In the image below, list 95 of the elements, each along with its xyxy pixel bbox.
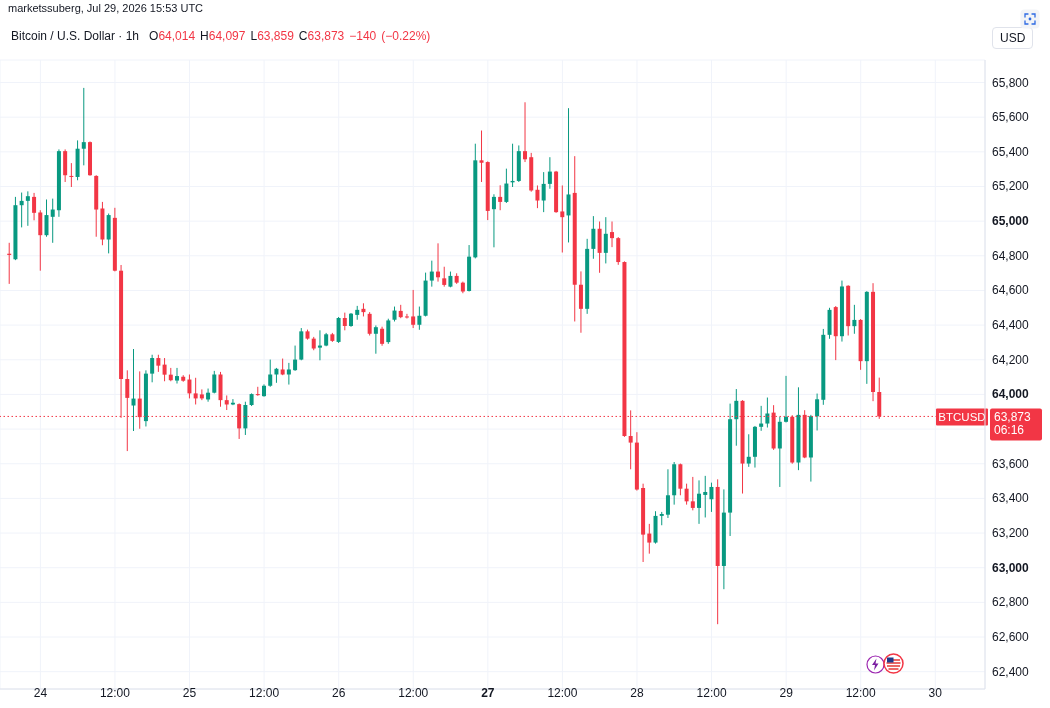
candlestick xyxy=(442,266,447,288)
candlestick xyxy=(50,198,55,244)
y-tick-label: 64,000 xyxy=(992,387,1030,402)
candlestick xyxy=(286,362,291,386)
chart-title: Bitcoin / U.S. Dollar · 1h xyxy=(11,29,140,43)
candlestick xyxy=(386,318,391,345)
candlestick xyxy=(547,156,552,190)
text: 63,873 xyxy=(994,409,1032,424)
candlestick xyxy=(268,359,273,388)
text: 06:16 xyxy=(994,422,1025,437)
y-tick-label: 62,800 xyxy=(992,595,1030,610)
candlestick xyxy=(243,401,248,436)
candlestick xyxy=(44,198,49,238)
y-tick-label: 63,200 xyxy=(992,526,1030,541)
ref-line-label: BTCUSD xyxy=(938,410,986,423)
candlestick xyxy=(684,483,689,506)
candlestick xyxy=(199,388,204,401)
candlestick xyxy=(541,171,546,213)
candlestick xyxy=(734,388,739,447)
x-tick-label: 26 xyxy=(332,686,346,700)
candlestick xyxy=(150,354,155,383)
candlestick xyxy=(317,329,322,361)
candlestick xyxy=(38,209,43,272)
candlestick xyxy=(603,216,608,264)
candlestick xyxy=(852,304,857,335)
candlestick xyxy=(709,482,714,513)
text: O64,014 H64,097 L63,859 C63,873 −140 (−0.22%) xyxy=(149,29,431,43)
candlestick xyxy=(746,433,751,468)
candlestick xyxy=(616,236,621,266)
candlestick xyxy=(193,377,198,405)
candlestick xyxy=(566,107,571,243)
candlestick xyxy=(491,193,496,248)
candlestick xyxy=(429,260,434,288)
candlestick xyxy=(380,326,385,347)
candlestick xyxy=(131,348,136,432)
y-tick-label: 62,600 xyxy=(992,630,1030,645)
x-tick-label: 27 xyxy=(481,686,495,700)
candlestick xyxy=(523,101,528,163)
x-tick-label: 12:00 xyxy=(398,686,429,700)
candlestick xyxy=(591,215,596,260)
candlestick xyxy=(759,405,764,432)
y-tick-label: 63,600 xyxy=(992,456,1030,471)
candlestick xyxy=(25,190,30,227)
candlestick xyxy=(815,393,820,431)
candlestick xyxy=(504,168,509,204)
x-tick-label: 12:00 xyxy=(99,686,131,700)
y-tick-label: 64,400 xyxy=(992,318,1030,333)
candlestick xyxy=(765,397,770,429)
candlestick xyxy=(479,130,484,183)
x-tick-label: 25 xyxy=(182,686,197,700)
x-tick-label: 12:00 xyxy=(249,686,280,700)
candlestick xyxy=(535,184,540,209)
y-tick-label: 65,000 xyxy=(992,214,1030,229)
candlestick xyxy=(19,192,24,228)
candlestick xyxy=(187,374,192,399)
candlestick xyxy=(560,184,565,254)
candlestick xyxy=(162,357,167,382)
candlestick xyxy=(610,221,615,248)
candlestick xyxy=(175,367,180,385)
y-tick-label: 64,200 xyxy=(992,352,1030,367)
candlestick xyxy=(367,311,372,337)
x-tick-label: 28 xyxy=(630,686,644,700)
x-tick-label: 29 xyxy=(779,686,794,700)
candlestick xyxy=(784,375,789,423)
candlestick xyxy=(703,475,708,518)
x-tick-label: 12:00 xyxy=(547,686,578,700)
text: marketssuberg, Jul 29, 2026 15:53 UTC xyxy=(8,2,204,14)
candlestick xyxy=(665,468,670,519)
candlestick xyxy=(373,324,378,355)
y-tick-label: 64,600 xyxy=(992,283,1030,298)
candlestick xyxy=(32,192,37,221)
y-tick-label: 62,400 xyxy=(992,664,1030,679)
candlestick xyxy=(69,162,74,188)
candlestick xyxy=(697,479,702,525)
y-tick-label: 65,800 xyxy=(992,75,1030,90)
y-tick-label: 65,200 xyxy=(992,179,1030,194)
x-tick-label: 30 xyxy=(928,686,943,700)
candlestick xyxy=(336,316,341,344)
y-tick-label: 65,400 xyxy=(992,144,1030,159)
candlestick xyxy=(690,476,695,511)
candlestick xyxy=(498,184,503,211)
y-axis-title: USD xyxy=(1000,31,1026,45)
candlestick xyxy=(81,87,86,166)
candlestick xyxy=(647,523,652,555)
y-tick-label: 64,800 xyxy=(992,248,1030,263)
candlestick xyxy=(404,313,409,320)
y-tick-label: 63,400 xyxy=(992,491,1030,506)
candlestick xyxy=(417,306,422,331)
candlestick xyxy=(411,289,416,329)
y-tick-label: 63,000 xyxy=(992,560,1030,575)
y-tick-label: 65,600 xyxy=(992,110,1030,125)
candlestick xyxy=(293,345,298,372)
x-tick-label: 24 xyxy=(33,686,48,700)
x-tick-label: 12:00 xyxy=(696,686,727,700)
x-tick-label: 12:00 xyxy=(845,686,877,700)
